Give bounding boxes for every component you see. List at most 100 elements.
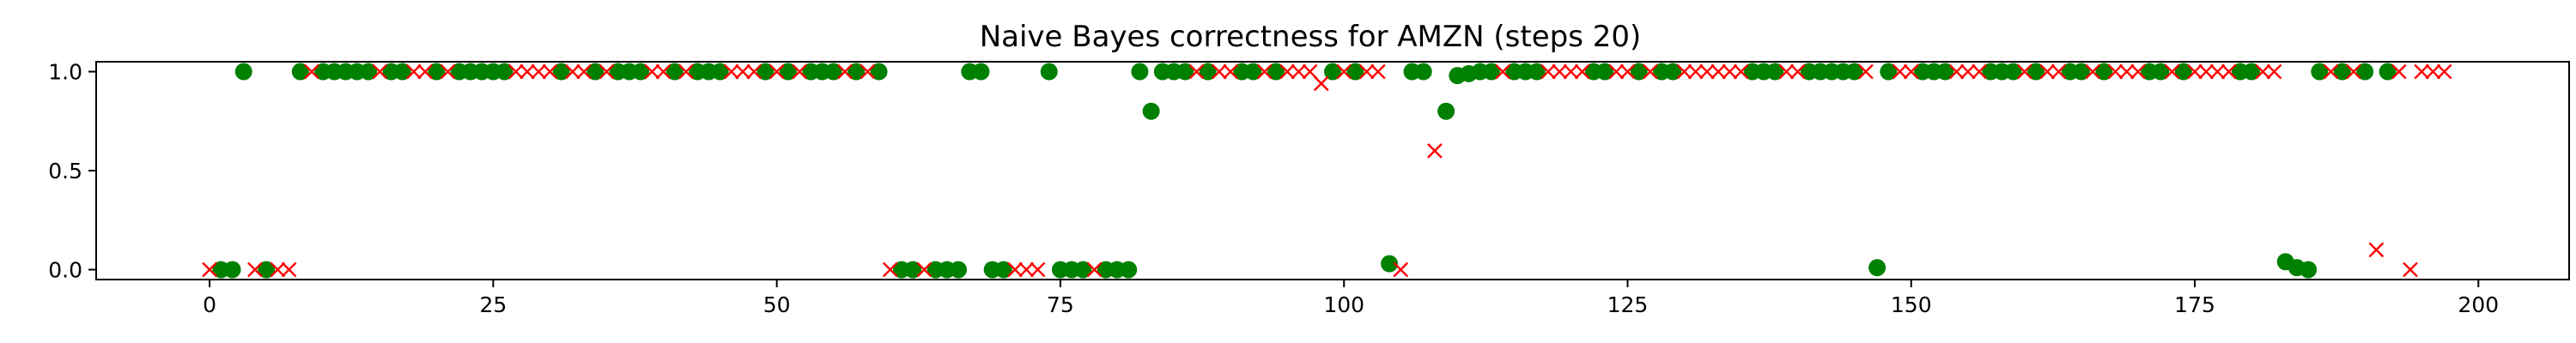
correct-point: [1346, 63, 1364, 81]
incorrect-point: [1619, 63, 1636, 80]
correct-point: [2027, 63, 2045, 81]
incorrect-point: [1574, 63, 1590, 80]
incorrect-point: [1643, 63, 1658, 80]
incorrect-point: [1699, 63, 1715, 80]
correct-point: [1244, 63, 1262, 81]
incorrect-point: [1687, 63, 1704, 80]
incorrect-point: [1608, 63, 1625, 80]
x-tick-label: 100: [1323, 292, 1364, 317]
incorrect-point: [1291, 63, 1307, 80]
correct-point: [223, 261, 241, 279]
incorrect-point: [2346, 63, 2361, 80]
incorrect-point: [746, 63, 762, 80]
incorrect-point: [1903, 63, 1919, 80]
incorrect-point: [1018, 262, 1035, 278]
incorrect-point: [2130, 63, 2146, 80]
correct-point: [586, 63, 605, 81]
incorrect-point: [1370, 63, 1386, 80]
incorrect-point: [1722, 63, 1738, 80]
incorrect-point: [2118, 63, 2135, 80]
correct-point: [1142, 102, 1160, 120]
x-tick-label: 125: [1607, 292, 1649, 317]
incorrect-point: [2266, 63, 2282, 80]
incorrect-point: [1223, 63, 1238, 80]
correct-point: [1880, 63, 1898, 81]
incorrect-point: [2436, 63, 2452, 80]
correct-point: [1176, 63, 1194, 81]
incorrect-point: [519, 63, 535, 80]
incorrect-point: [1733, 63, 1749, 80]
correct-point: [1120, 261, 1138, 279]
correct-point: [904, 261, 922, 279]
correct-point: [1630, 63, 1648, 81]
incorrect-point: [1279, 63, 1296, 80]
data-marks: [202, 63, 2452, 279]
incorrect-point: [2164, 63, 2180, 80]
x-axis: 0 25 50 75 100 125 150 175 200: [203, 280, 2499, 317]
correct-point: [632, 63, 650, 81]
incorrect-point: [1778, 63, 1795, 80]
incorrect-point: [1858, 63, 1874, 80]
incorrect-point: [406, 63, 422, 80]
incorrect-point: [1427, 143, 1443, 159]
correct-point: [2356, 63, 2374, 81]
correct-point: [428, 63, 446, 81]
x-tick-label: 25: [479, 292, 507, 317]
x-tick-label: 175: [2174, 292, 2215, 317]
incorrect-point: [2187, 63, 2202, 80]
correct-point: [1131, 63, 1149, 81]
incorrect-point: [769, 63, 785, 80]
incorrect-point: [2209, 63, 2226, 80]
correct-point: [1664, 63, 1682, 81]
y-tick-label: 1.0: [48, 60, 82, 85]
correct-point: [2311, 63, 2329, 81]
incorrect-point: [792, 63, 807, 80]
incorrect-point: [1313, 75, 1329, 92]
correct-point: [495, 63, 513, 81]
incorrect-point: [1495, 63, 1511, 80]
incorrect-point: [1971, 63, 1987, 80]
correct-point: [234, 63, 252, 81]
incorrect-point: [598, 63, 615, 80]
plot-frame: [95, 61, 2570, 280]
correct-point: [1936, 63, 1954, 81]
incorrect-point: [576, 63, 592, 80]
incorrect-point: [1552, 63, 1568, 80]
correct-point: [1040, 63, 1058, 81]
incorrect-point: [1676, 63, 1692, 80]
incorrect-point: [565, 63, 580, 80]
incorrect-point: [270, 262, 286, 278]
correct-point: [870, 63, 888, 81]
incorrect-point: [1948, 63, 1965, 80]
incorrect-point: [1710, 63, 1727, 80]
correct-point: [665, 63, 683, 81]
incorrect-point: [1393, 262, 1409, 278]
incorrect-point: [281, 262, 297, 278]
incorrect-point: [2255, 63, 2271, 80]
correct-point: [1482, 63, 1500, 81]
correct-point: [2243, 63, 2261, 81]
correct-point: [1074, 261, 1092, 279]
incorrect-point: [304, 63, 319, 80]
correct-point: [1381, 255, 1399, 273]
correct-point: [994, 261, 1012, 279]
correct-point: [1596, 63, 1614, 81]
incorrect-point: [678, 63, 694, 80]
incorrect-point: [837, 63, 853, 80]
incorrect-point: [440, 63, 456, 80]
incorrect-point: [1256, 63, 1273, 80]
incorrect-point: [723, 63, 739, 80]
incorrect-point: [2391, 63, 2407, 80]
correct-point: [1845, 63, 1863, 81]
y-tick-label: 0.5: [48, 159, 82, 184]
incorrect-point: [1007, 262, 1023, 278]
correct-point: [1766, 63, 1784, 81]
incorrect-point: [507, 63, 524, 80]
correct-point: [2004, 63, 2022, 81]
incorrect-point: [882, 262, 898, 278]
x-tick-label: 150: [1891, 292, 1932, 317]
incorrect-point: [1789, 63, 1806, 80]
chart-title: Naive Bayes correctness for AMZN (steps …: [980, 20, 1642, 54]
